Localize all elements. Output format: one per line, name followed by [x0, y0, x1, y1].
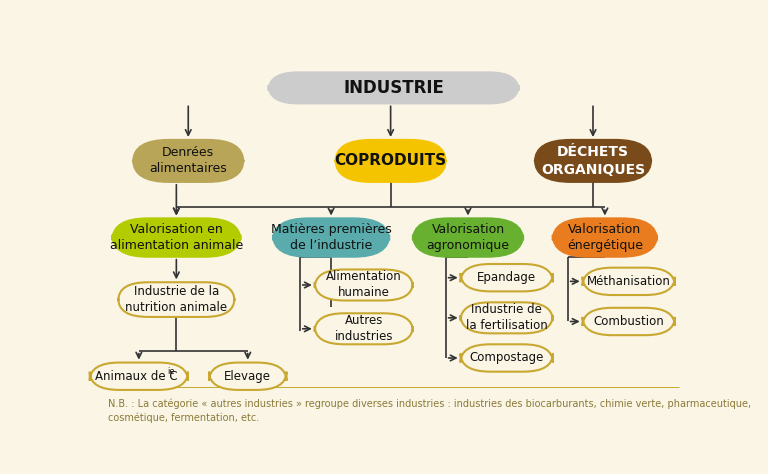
FancyBboxPatch shape [118, 282, 234, 317]
FancyBboxPatch shape [90, 363, 188, 390]
FancyBboxPatch shape [583, 308, 675, 335]
Text: Combustion: Combustion [594, 315, 664, 328]
Text: Autres
industries: Autres industries [335, 314, 393, 343]
Text: Industrie de
la fertilisation: Industrie de la fertilisation [466, 303, 548, 332]
Text: Animaux de C: Animaux de C [94, 370, 177, 383]
FancyBboxPatch shape [315, 270, 413, 301]
Text: Elevage: Elevage [224, 370, 271, 383]
FancyBboxPatch shape [133, 140, 243, 182]
FancyBboxPatch shape [269, 73, 518, 103]
Text: Valorisation
agronomique: Valorisation agronomique [426, 223, 509, 252]
Text: Matières premières
de l’industrie: Matières premières de l’industrie [271, 223, 392, 252]
FancyBboxPatch shape [315, 313, 413, 344]
FancyBboxPatch shape [112, 219, 240, 257]
Text: Industrie de la
nutrition animale: Industrie de la nutrition animale [125, 285, 227, 314]
FancyBboxPatch shape [553, 219, 657, 257]
FancyBboxPatch shape [413, 219, 523, 257]
FancyBboxPatch shape [461, 302, 553, 333]
FancyBboxPatch shape [209, 363, 286, 390]
Text: Valorisation
énergétique: Valorisation énergétique [567, 223, 643, 252]
FancyBboxPatch shape [461, 264, 553, 292]
Text: Compostage: Compostage [469, 352, 544, 365]
Text: DÉCHETS
ORGANIQUES: DÉCHETS ORGANIQUES [541, 145, 645, 176]
Text: Méthanisation: Méthanisation [587, 275, 670, 288]
FancyBboxPatch shape [461, 344, 553, 372]
Text: Alimentation
humaine: Alimentation humaine [326, 271, 402, 300]
Text: Epandage: Epandage [477, 271, 536, 284]
FancyBboxPatch shape [273, 219, 389, 257]
FancyBboxPatch shape [583, 268, 675, 295]
FancyBboxPatch shape [535, 140, 651, 182]
Text: Valorisation en
alimentation animale: Valorisation en alimentation animale [110, 223, 243, 252]
Text: INDUSTRIE: INDUSTRIE [343, 79, 444, 97]
Text: N.B. : La catégorie « autres industries » regroupe diverses industries : industr: N.B. : La catégorie « autres industries … [108, 398, 751, 423]
Text: Denrées
alimentaires: Denrées alimentaires [150, 146, 227, 175]
Text: ie: ie [167, 367, 175, 376]
FancyBboxPatch shape [336, 140, 445, 182]
Text: COPRODUITS: COPRODUITS [335, 154, 447, 168]
